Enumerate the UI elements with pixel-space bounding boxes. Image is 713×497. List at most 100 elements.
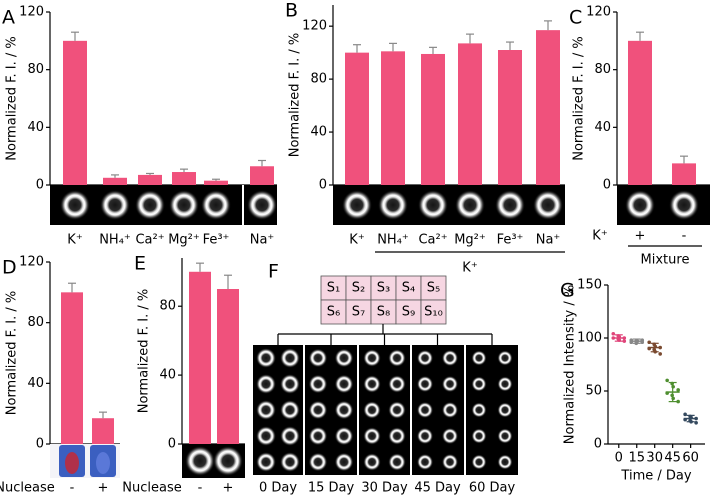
ring-image	[308, 374, 328, 394]
y-tick-label: 120	[19, 255, 44, 270]
ring-image	[388, 349, 406, 367]
group-label: Mixture	[641, 253, 690, 268]
ring-image	[418, 190, 448, 220]
ring-image	[60, 190, 90, 220]
ring-image	[441, 375, 459, 393]
sample-cell	[345, 299, 372, 325]
sample-cell	[370, 275, 397, 301]
bar	[172, 172, 196, 185]
ring-image	[363, 427, 381, 445]
ring-image	[280, 374, 300, 394]
sample-label: S₉	[402, 305, 415, 320]
day-label: 30 Day	[361, 481, 408, 496]
ring-image	[441, 453, 459, 471]
ring-image	[363, 375, 381, 393]
ring-image	[471, 402, 487, 418]
ring-image	[256, 426, 276, 446]
ring-image	[416, 401, 434, 419]
x-axis-label: Nuclease	[0, 481, 55, 496]
panel-label: A	[2, 7, 15, 29]
bar	[458, 43, 482, 185]
bar	[345, 52, 369, 185]
y-tick-label: 80	[159, 299, 176, 314]
day-label: 0 Day	[259, 481, 297, 496]
ring-image	[308, 452, 328, 472]
bar	[498, 50, 522, 185]
y-tick-label: 0	[36, 437, 44, 452]
bar	[63, 40, 87, 186]
sample-cell	[420, 275, 447, 301]
sample-cell	[420, 299, 447, 325]
panel-label: D	[2, 257, 17, 279]
panel-label: B	[285, 0, 298, 22]
ring-image	[388, 401, 406, 419]
ring-image	[497, 428, 513, 444]
x-tick-label: 0	[615, 451, 623, 466]
ring-image	[388, 453, 406, 471]
bar	[250, 166, 274, 185]
y-tick-label: 40	[594, 120, 611, 135]
ring-image	[363, 453, 381, 471]
y-tick-label: 0	[168, 437, 176, 452]
x-axis-label: Time / Day	[620, 469, 691, 484]
x-tick-label: Fe³⁺	[497, 233, 524, 248]
x-tick-label: Na⁺	[250, 233, 275, 248]
ring-image	[247, 190, 277, 220]
ring-image	[497, 454, 513, 470]
ring-image	[280, 426, 300, 446]
ring-image	[334, 374, 354, 394]
y-tick-label: 80	[594, 62, 611, 77]
x-tick-label: -	[70, 481, 75, 496]
x-tick-label: -	[682, 229, 687, 244]
ring-image	[308, 348, 328, 368]
x-tick-label: 45	[664, 451, 681, 466]
ring-image	[334, 426, 354, 446]
y-tick-label: 50	[585, 384, 602, 399]
ring-image	[441, 427, 459, 445]
ring-image	[334, 400, 354, 420]
ring-image	[213, 446, 243, 476]
bar	[381, 51, 405, 185]
y-tick-label: 100	[577, 331, 602, 346]
ring-image	[455, 190, 485, 220]
sample-label: S₈	[377, 305, 390, 320]
ring-image	[308, 400, 328, 420]
bar	[217, 289, 239, 444]
y-tick-label: 80	[27, 315, 44, 330]
sample-label: S₇	[352, 305, 365, 320]
x-tick-label: 30	[646, 451, 663, 466]
y-tick-label: 120	[302, 19, 327, 34]
x-tick-label: 15	[628, 451, 645, 466]
bar	[61, 292, 83, 444]
y-tick-label: 150	[577, 278, 602, 293]
ring-image	[441, 401, 459, 419]
bar	[421, 53, 445, 186]
ring-image	[169, 190, 199, 220]
ring-image	[256, 400, 276, 420]
ring-image	[625, 190, 655, 220]
x-tick-label: Mg²⁺	[454, 233, 486, 248]
bar	[138, 174, 162, 185]
ring-image	[497, 376, 513, 392]
y-axis-label: Normalized F. I. / %	[572, 36, 587, 160]
ring-image	[100, 190, 130, 220]
sample-cell	[395, 299, 422, 325]
y-tick-label: 120	[19, 5, 44, 20]
y-tick-label: 40	[27, 376, 44, 391]
panel-label: G	[560, 280, 575, 302]
ring-image	[471, 376, 487, 392]
y-tick-label: 40	[27, 120, 44, 135]
ring-image	[416, 427, 434, 445]
ring-image	[334, 452, 354, 472]
bar	[672, 163, 696, 185]
data-point	[676, 399, 680, 404]
y-tick-label: 80	[310, 72, 327, 87]
x-tick-label: +	[98, 481, 109, 496]
y-axis-label: Normalized F. I. / %	[137, 289, 152, 413]
sample-cell	[345, 275, 372, 301]
panel-label: E	[134, 253, 146, 275]
ring-image	[201, 190, 231, 220]
ring-image	[497, 402, 513, 418]
